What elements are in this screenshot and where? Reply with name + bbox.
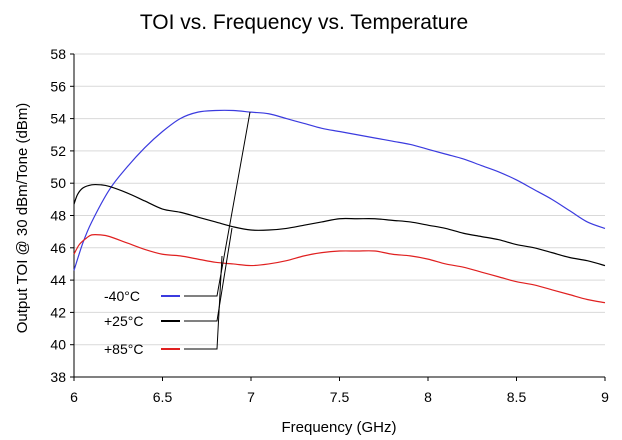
legend-label: +85°C [104, 341, 143, 357]
x-tick-label: 7.5 [330, 389, 350, 405]
legend-leader-line [184, 227, 233, 322]
x-tick-label: 6.5 [153, 389, 173, 405]
legend-label: +25°C [104, 313, 143, 329]
y-tick-label: 48 [50, 208, 66, 224]
legend-item-minus40c: -40°C [104, 111, 251, 304]
chart-title: TOI vs. Frequency vs. Temperature [140, 11, 468, 34]
legend-leader-line [184, 255, 223, 350]
y-tick-label: 40 [50, 337, 66, 353]
x-tick-label: 8 [424, 389, 432, 405]
y-tick-label: 42 [50, 304, 66, 320]
y-tick-label: 52 [50, 143, 66, 159]
y-tick-label: 58 [50, 46, 66, 62]
axes [70, 53, 606, 381]
x-tick-labels: 6 6.5 7 7.5 8 8.5 9 [70, 389, 609, 405]
legend-leader-line [184, 111, 251, 297]
series-minus40c-line [73, 109, 606, 271]
legend-item-plus25c: +25°C [104, 227, 233, 329]
legend-label: -40°C [104, 288, 140, 304]
series-plus25c-line [73, 183, 606, 267]
x-tick-label: 9 [601, 389, 609, 405]
legend: -40°C +25°C +85°C [104, 111, 251, 357]
y-tick-labels: 38 40 42 44 46 48 50 52 54 56 58 [50, 46, 66, 385]
y-tick-label: 44 [50, 272, 66, 288]
y-axis-label: Output TOI @ 30 dBm/Tone (dBm) [14, 103, 31, 334]
y-tick-label: 38 [50, 369, 66, 385]
y-tick-label: 54 [50, 111, 66, 127]
y-tick-label: 46 [50, 240, 66, 256]
x-axis-label: Frequency (GHz) [281, 419, 396, 436]
y-tick-label: 50 [50, 175, 66, 191]
grid-lines [74, 53, 605, 346]
x-tick-label: 8.5 [507, 389, 527, 405]
series-lines [73, 109, 606, 304]
legend-item-plus85c: +85°C [104, 255, 223, 357]
x-tick-label: 6 [70, 389, 78, 405]
y-tick-label: 56 [50, 78, 66, 94]
series-plus85c-line [73, 233, 606, 304]
x-tick-label: 7 [247, 389, 255, 405]
